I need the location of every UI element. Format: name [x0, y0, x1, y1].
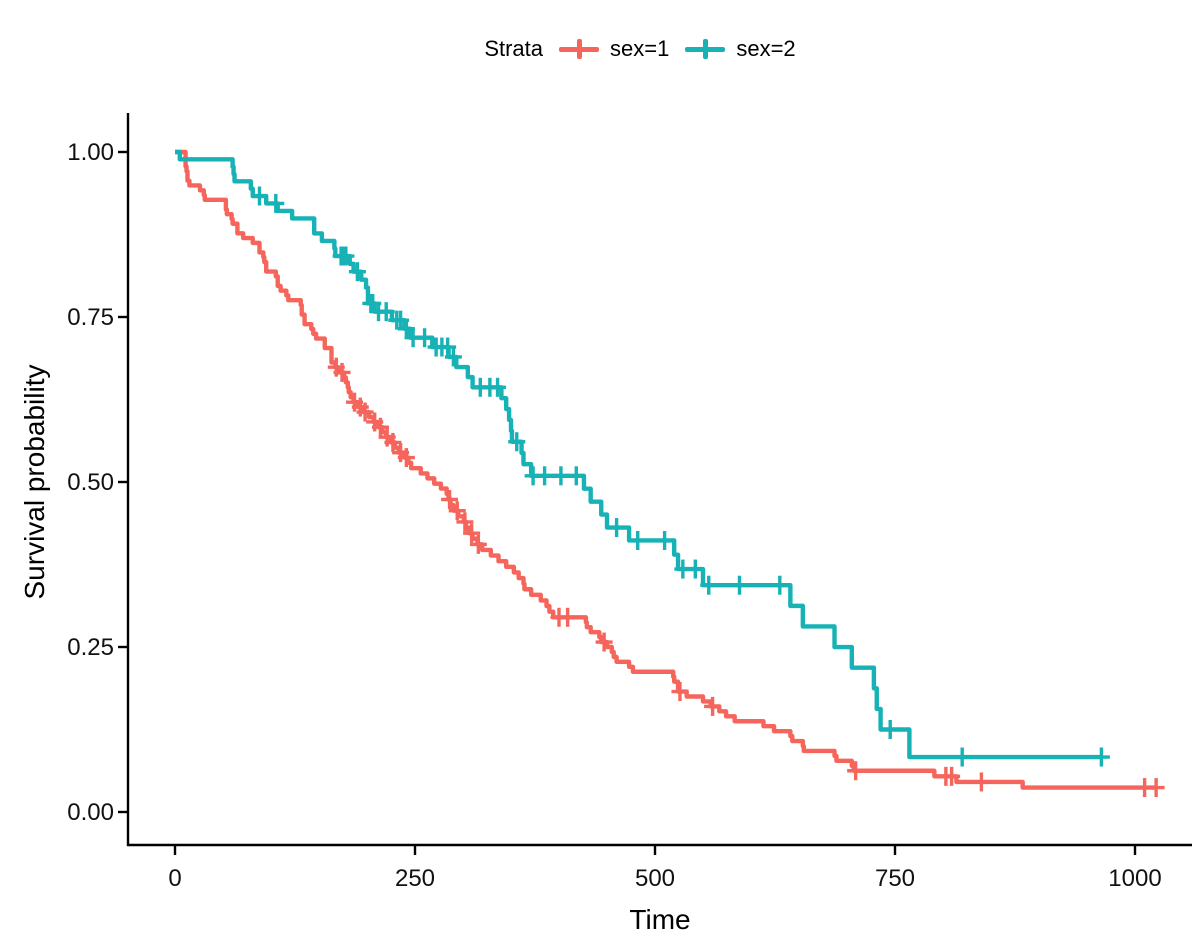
y-tick-label: 0.75: [67, 304, 114, 331]
survival-curve-sex2: [175, 149, 1102, 760]
y-tick-label: 0.50: [67, 469, 114, 496]
legend-key-plus-icon: [685, 39, 726, 59]
y-tick-label: 0.00: [67, 799, 114, 826]
x-tick-label: 1000: [1108, 865, 1161, 892]
y-tick-label: 1.00: [67, 139, 114, 166]
survival-curve-sex1: [175, 149, 1157, 790]
legend-key-plus-icon: [559, 39, 600, 59]
legend-entry-sex2: sex=2: [685, 36, 796, 62]
y-tick-label: 0.25: [67, 634, 114, 661]
legend-label-sex1: sex=1: [610, 36, 670, 61]
y-axis-title: Survival probability: [19, 365, 50, 600]
x-axis-title: Time: [629, 904, 690, 935]
legend: Strata sex=1 sex=2: [40, 34, 1200, 64]
x-tick-label: 0: [168, 865, 181, 892]
x-tick-label: 500: [635, 865, 675, 892]
legend-label-sex2: sex=2: [736, 36, 796, 61]
legend-title: Strata: [484, 36, 544, 61]
x-tick-label: 250: [395, 865, 435, 892]
legend-key-cross: [576, 39, 582, 59]
x-tick-label: 750: [875, 865, 915, 892]
legend-key-cross: [702, 39, 708, 59]
legend-entry-sex1: sex=1: [559, 36, 669, 62]
